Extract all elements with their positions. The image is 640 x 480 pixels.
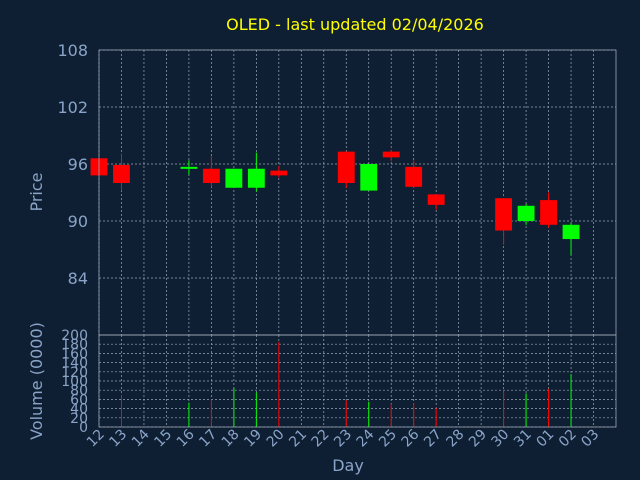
volume-tick-label: 60 <box>70 392 88 408</box>
volume-bars <box>120 341 572 427</box>
day-tick-label: 01 <box>533 427 557 451</box>
day-tick-label: 29 <box>466 427 490 451</box>
candle-body <box>405 166 423 187</box>
candle-body <box>360 164 378 191</box>
day-tick-label: 27 <box>421 427 445 451</box>
day-tick-label: 19 <box>241 427 265 451</box>
day-tick-label: 17 <box>196 427 220 451</box>
volume-tick-label: 20 <box>70 411 88 427</box>
day-tick-label: 22 <box>309 427 333 451</box>
day-tick-label: 28 <box>444 427 468 451</box>
day-tick-label: 02 <box>556 427 580 451</box>
candle-body <box>540 200 557 225</box>
price-tick-label: 96 <box>68 155 88 174</box>
candle-body <box>427 194 445 205</box>
day-tick-label: 21 <box>286 427 310 451</box>
day-tick-label: 24 <box>354 426 378 450</box>
price-tick-label: 90 <box>68 212 88 231</box>
day-tick-label: 20 <box>264 427 288 451</box>
day-tick-label: 25 <box>376 427 400 451</box>
candle-body <box>495 198 513 231</box>
volume-tick-label: 120 <box>61 365 88 381</box>
day-tick-label: 31 <box>511 427 535 451</box>
day-tick-label: 18 <box>219 427 243 451</box>
day-ticks: 1213141516171819202122232425262728293031… <box>84 426 602 450</box>
day-tick-label: 23 <box>331 427 355 451</box>
volume-plot-frame <box>98 334 617 428</box>
candles <box>90 149 580 256</box>
price-grid <box>98 49 616 335</box>
price-axis-label: Price <box>27 172 46 211</box>
volume-tick-label: 140 <box>61 356 88 372</box>
volume-tick-label: 100 <box>61 374 88 390</box>
price-y-ticks: 84 90 96 102 108 <box>57 41 88 288</box>
volume-grid <box>98 334 616 428</box>
volume-tick-label: 80 <box>70 383 88 399</box>
candle-body <box>180 166 198 169</box>
day-tick-label: 26 <box>399 426 423 450</box>
volume-tick-label: 180 <box>61 337 88 353</box>
day-tick-label: 16 <box>174 426 198 450</box>
price-tick-label: 102 <box>57 98 88 117</box>
volume-tick-label: 0 <box>79 420 88 436</box>
candle-body <box>382 151 400 158</box>
volume-axis-label: Volume (0000) <box>27 322 46 440</box>
candle-body <box>202 168 220 183</box>
day-tick-label: 13 <box>106 427 130 451</box>
day-tick-label: 15 <box>151 427 175 451</box>
candle-body <box>562 224 580 240</box>
day-tick-label: 30 <box>489 427 513 451</box>
volume-tick-label: 160 <box>61 346 88 362</box>
price-tick-label: 84 <box>68 269 88 288</box>
day-axis-label: Day <box>332 456 364 475</box>
price-tick-label: 108 <box>57 41 88 60</box>
day-tick-label: 14 <box>129 426 153 450</box>
candle-body <box>247 168 265 188</box>
candle-body <box>337 151 355 183</box>
candle-body <box>113 164 130 183</box>
day-tick-label: 03 <box>578 427 602 451</box>
candle-body <box>270 170 288 176</box>
chart-title: OLED - last updated 02/04/2026 <box>226 15 484 34</box>
candle-body <box>225 168 243 188</box>
volume-tick-label: 40 <box>70 402 88 418</box>
candle-body <box>517 205 535 221</box>
price-plot-frame <box>98 49 617 336</box>
volume-tick-label: 200 <box>61 328 88 344</box>
